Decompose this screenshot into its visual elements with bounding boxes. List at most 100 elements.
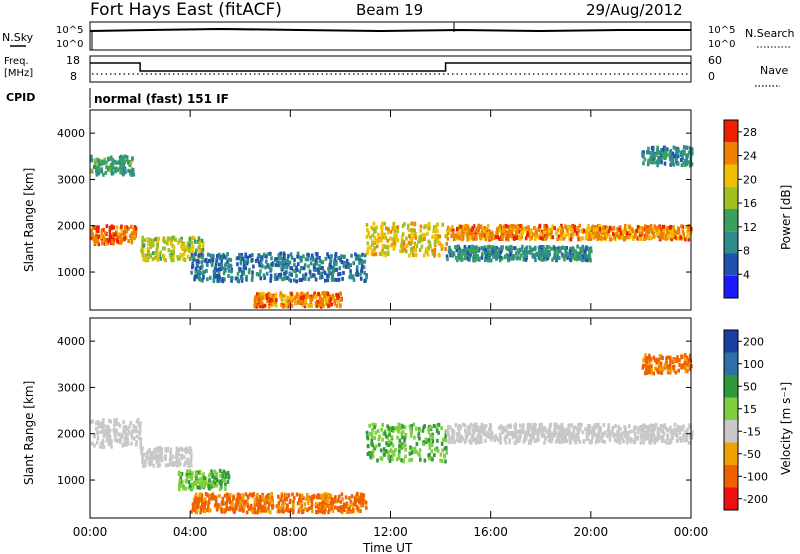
y-tick-label: 2000 [57, 428, 85, 441]
power-cell [589, 228, 593, 233]
power-cell [562, 236, 565, 241]
power-cell [494, 247, 498, 252]
power-cell [610, 237, 613, 242]
power-cell [303, 263, 307, 268]
velocity-cell [321, 497, 325, 502]
velocity-cell [249, 503, 253, 508]
velocity-cell [359, 496, 362, 500]
velocity-cell [492, 435, 495, 440]
power-cell [310, 253, 314, 258]
velocity-cell [223, 471, 227, 476]
velocity-cell [154, 447, 157, 452]
velocity-cell [564, 436, 567, 441]
velocity-cell [306, 501, 310, 505]
power-cell [417, 239, 420, 244]
velocity-cell [99, 424, 103, 429]
velocity-cell [440, 441, 444, 446]
power-cell [372, 252, 375, 257]
power-cell [555, 258, 558, 263]
power-cell [634, 232, 638, 237]
power-cell [671, 158, 675, 163]
velocity-cell [103, 424, 106, 429]
velocity-cell [680, 436, 684, 440]
power-cell [503, 231, 507, 236]
velocity-cell [270, 492, 273, 496]
velocity-cell [673, 422, 677, 427]
power-cell [468, 236, 471, 241]
velocity-cell [560, 428, 564, 433]
power-cell [522, 253, 526, 258]
power-cell [635, 229, 638, 233]
power-cell [589, 236, 592, 241]
power-cell [337, 299, 340, 304]
power-cell [605, 233, 609, 238]
velocity-cell [643, 423, 646, 428]
power-cell [210, 261, 214, 266]
velocity-cell [341, 497, 344, 502]
power-cell [481, 227, 484, 232]
power-cell [553, 246, 556, 251]
velocity-cell [642, 427, 645, 432]
power-cell [457, 251, 460, 256]
velocity-cell [202, 482, 206, 487]
power-cell [391, 227, 394, 231]
velocity-cell [224, 508, 227, 513]
power-cell [122, 156, 125, 160]
power-colorbar-tick-label: 24 [743, 150, 757, 163]
power-cell [633, 234, 637, 239]
power-cell [501, 237, 504, 241]
velocity-cell [130, 433, 133, 438]
power-cell [206, 263, 209, 267]
power-cell [687, 237, 691, 242]
velocity-cell [253, 499, 257, 504]
velocity-cell [239, 499, 242, 504]
velocity-cell [680, 365, 683, 370]
power-cell [141, 239, 145, 244]
power-cell [327, 266, 330, 271]
velocity-cell [412, 422, 416, 427]
power-cell [581, 254, 585, 259]
velocity-cell [648, 361, 652, 366]
power-panel-data [90, 145, 694, 309]
velocity-cell [199, 510, 202, 515]
power-cell [242, 268, 245, 273]
power-cell [111, 165, 115, 170]
power-cell [119, 170, 122, 175]
power-cell [461, 249, 465, 254]
velocity-cell [277, 501, 281, 506]
velocity-cell [347, 510, 350, 514]
velocity-cell [291, 510, 295, 515]
power-cell [685, 145, 689, 150]
power-cell [309, 256, 313, 261]
power-cell [290, 303, 294, 308]
power-cell [335, 262, 338, 267]
velocity-cell [386, 424, 389, 429]
power-cell [511, 235, 514, 240]
power-cell [141, 235, 144, 240]
velocity-cell [241, 505, 244, 510]
velocity-cell [361, 503, 365, 508]
velocity-cell [211, 492, 215, 497]
power-cell [281, 297, 285, 301]
velocity-cell [131, 435, 134, 440]
velocity-cell [421, 428, 425, 433]
power-cell [670, 153, 673, 158]
velocity-cell [484, 438, 487, 443]
velocity-cell [541, 428, 545, 433]
power-cell [222, 254, 226, 259]
power-cell [572, 255, 576, 259]
velocity-cell [452, 439, 456, 444]
power-cell [511, 226, 515, 231]
velocity-cell [185, 446, 189, 451]
velocity-cell [280, 494, 284, 499]
velocity-cell [404, 454, 407, 459]
power-cell [300, 266, 303, 270]
velocity-cell [688, 367, 692, 372]
power-cell [283, 276, 286, 281]
velocity-cell [164, 457, 167, 462]
velocity-cell [169, 456, 172, 461]
power-cell [314, 301, 318, 306]
velocity-cell [392, 452, 396, 457]
power-cell [598, 226, 602, 231]
